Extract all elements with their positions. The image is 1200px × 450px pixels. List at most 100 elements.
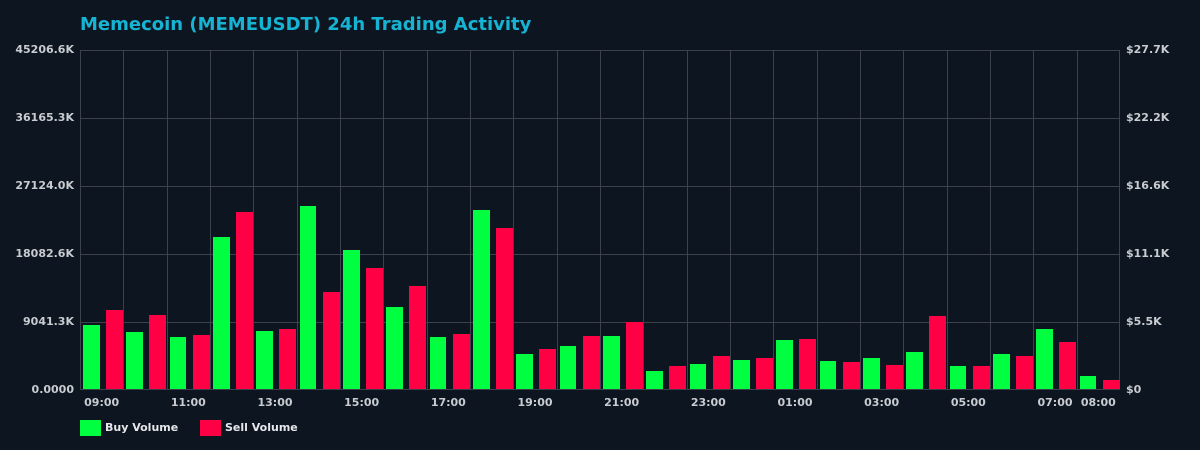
v-gridline (686, 51, 688, 389)
sell-volume-bar[interactable] (1102, 380, 1120, 389)
buy-volume-bar[interactable] (1079, 376, 1097, 389)
buy-volume-bar[interactable] (559, 346, 577, 389)
sell-volume-bar[interactable] (669, 366, 687, 389)
buy-volume-bar[interactable] (256, 331, 273, 389)
v-gridline (340, 51, 341, 389)
buy-volume-bar[interactable] (776, 340, 793, 389)
v-gridline (860, 51, 861, 389)
y-tick-label-left: 0.0000 (31, 383, 74, 396)
sell-volume-bar[interactable] (366, 268, 383, 389)
v-gridline (426, 51, 428, 389)
y-tick-label-right: $5.5K (1126, 315, 1162, 328)
buy-volume-bar[interactable] (169, 337, 187, 389)
v-gridline (990, 51, 991, 389)
v-gridline (253, 51, 255, 389)
buy-volume-bar[interactable] (126, 332, 143, 389)
sell-volume-bar[interactable] (236, 211, 253, 389)
x-tick-label: 11:00 (170, 396, 206, 409)
buy-volume-bar[interactable] (863, 358, 880, 389)
sell-volume-bar[interactable] (496, 228, 513, 389)
buy-volume-bar[interactable] (689, 364, 707, 389)
x-tick-label: 07:00 (1037, 396, 1073, 409)
legend-label-sell: Sell Volume (225, 421, 298, 434)
v-gridline (643, 51, 645, 389)
y-tick-label-right: $27.7K (1126, 43, 1170, 56)
sell-volume-bar[interactable] (712, 356, 730, 389)
sell-volume-bar[interactable] (1016, 356, 1033, 389)
chart-title: Memecoin (MEMEUSDT) 24h Trading Activity (80, 14, 532, 35)
sell-volume-bar[interactable] (582, 336, 600, 389)
v-gridline (730, 51, 731, 389)
sell-volume-bar[interactable] (279, 329, 297, 389)
v-gridline (470, 51, 471, 389)
y-tick-label-right: $16.6K (1126, 179, 1170, 192)
x-tick-label: 09:00 (84, 396, 120, 409)
sell-volume-bar[interactable] (626, 322, 643, 389)
sell-volume-bar[interactable] (972, 366, 990, 389)
sell-volume-bar[interactable] (886, 365, 903, 389)
x-tick-label: 21:00 (604, 396, 640, 409)
buy-volume-bar[interactable] (819, 361, 837, 389)
y-tick-label-right: $11.1K (1126, 247, 1170, 260)
v-gridline (816, 51, 818, 389)
y-tick-label-left: 18082.6K (15, 247, 74, 260)
sell-volume-bar[interactable] (452, 334, 470, 389)
y-tick-label-right: $0 (1126, 383, 1142, 396)
v-gridline (946, 51, 948, 389)
sell-volume-bar[interactable] (322, 292, 340, 389)
buy-volume-bar[interactable] (949, 366, 967, 389)
v-gridline (1033, 51, 1035, 389)
x-tick-label: 03:00 (864, 396, 900, 409)
buy-volume-bar[interactable] (429, 337, 447, 389)
sell-volume-bar[interactable] (539, 349, 557, 389)
x-tick-label: 15:00 (344, 396, 380, 409)
buy-volume-bar[interactable] (646, 371, 663, 389)
sell-volume-bar[interactable] (842, 362, 860, 389)
buy-volume-bar[interactable] (993, 354, 1010, 389)
buy-volume-bar[interactable] (299, 205, 317, 389)
y-tick-label-right: $22.2K (1126, 111, 1170, 124)
v-gridline (383, 51, 385, 389)
v-gridline (1076, 51, 1078, 389)
v-gridline (903, 51, 905, 389)
buy-volume-bar[interactable] (603, 336, 620, 389)
sell-volume-bar[interactable] (929, 316, 947, 389)
sell-volume-bar[interactable] (756, 358, 773, 389)
buy-volume-bar[interactable] (906, 352, 923, 389)
sell-volume-bar[interactable] (106, 310, 123, 389)
buy-volume-bar[interactable] (213, 237, 230, 389)
sell-volume-bar[interactable] (149, 315, 167, 389)
x-tick-label: 17:00 (430, 396, 466, 409)
plot-area (80, 50, 1120, 390)
v-gridline (123, 51, 125, 389)
sell-volume-bar[interactable] (192, 335, 210, 389)
buy-volume-bar[interactable] (83, 325, 100, 389)
x-tick-label: 19:00 (517, 396, 553, 409)
x-tick-label: 23:00 (690, 396, 726, 409)
buy-swatch-icon (80, 420, 101, 436)
y-tick-label-left: 9041.3K (23, 315, 74, 328)
v-gridline (210, 51, 211, 389)
x-tick-label: 13:00 (257, 396, 293, 409)
x-tick-label: 05:00 (950, 396, 986, 409)
legend-label-buy: Buy Volume (105, 421, 179, 434)
y-tick-label-left: 27124.0K (15, 179, 74, 192)
buy-volume-bar[interactable] (386, 307, 403, 389)
x-tick-label: 01:00 (777, 396, 813, 409)
sell-volume-bar[interactable] (1059, 342, 1077, 389)
sell-volume-bar[interactable] (799, 339, 817, 389)
sell-swatch-icon (200, 420, 221, 436)
y-tick-label-left: 36165.3K (15, 111, 74, 124)
buy-volume-bar[interactable] (1036, 329, 1053, 389)
buy-volume-bar[interactable] (733, 360, 750, 389)
v-gridline (600, 51, 601, 389)
sell-volume-bar[interactable] (409, 286, 427, 389)
buy-volume-bar[interactable] (516, 354, 533, 389)
v-gridline (773, 51, 775, 389)
buy-volume-bar[interactable] (473, 209, 490, 389)
y-tick-label-left: 45206.6K (15, 43, 74, 56)
v-gridline (513, 51, 515, 389)
v-gridline (166, 51, 168, 389)
buy-volume-bar[interactable] (343, 250, 360, 389)
v-gridline (296, 51, 298, 389)
